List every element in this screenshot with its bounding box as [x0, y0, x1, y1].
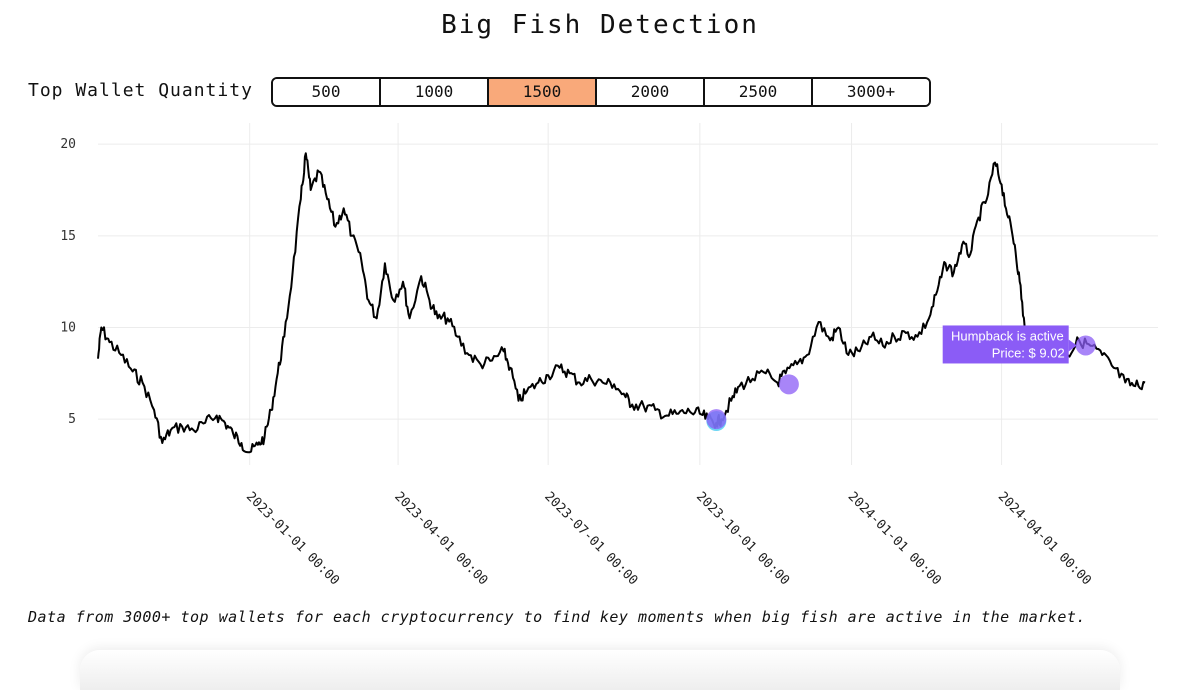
quantity-option-500[interactable]: 500: [273, 79, 381, 105]
x-tick-label: 2023-04-01 00:00: [391, 489, 490, 588]
price-chart: 5 10 15 20 2023-01-01 00:00 2023-04-01 00:00…: [60, 123, 1158, 588]
quantity-option-1000[interactable]: 1000: [381, 79, 489, 105]
y-axis-ticks: 5 10 15 20: [60, 137, 76, 427]
wallet-quantity-selector: 500 1000 1500 2000 2500 3000+: [271, 77, 931, 107]
y-tick-label: 10: [60, 321, 76, 336]
activity-tooltip: Humpback is active Price: $ 9.02: [942, 325, 1077, 364]
x-axis-ticks: 2023-01-01 00:00 2023-04-01 00:00 2023-07-…: [243, 489, 1094, 588]
activity-markers: [706, 335, 1096, 431]
x-tick-label: 2024-01-01 00:00: [845, 489, 944, 588]
wallet-quantity-label: Top Wallet Quantity: [28, 80, 253, 101]
y-tick-label: 20: [60, 137, 76, 152]
x-tick-label: 2023-07-01 00:00: [541, 489, 640, 588]
quantity-option-3000-plus[interactable]: 3000+: [813, 79, 929, 105]
price-line: [97, 152, 1146, 454]
activity-marker[interactable]: [706, 409, 727, 430]
quantity-option-2000[interactable]: 2000: [597, 79, 705, 105]
x-tick-label: 2023-01-01 00:00: [243, 489, 342, 588]
activity-marker[interactable]: [1075, 335, 1096, 356]
tooltip-price: Price: $ 9.02: [992, 345, 1065, 360]
activity-marker[interactable]: [778, 374, 799, 395]
y-tick-label: 15: [60, 229, 76, 244]
page-title: Big Fish Detection: [441, 10, 759, 40]
quantity-option-2500[interactable]: 2500: [705, 79, 813, 105]
bottom-panel-edge: [80, 650, 1120, 690]
tooltip-box: [942, 325, 1069, 364]
chart-caption: Data from 3000+ top wallets for each cry…: [28, 608, 1086, 626]
x-tick-label: 2024-04-01 00:00: [995, 489, 1094, 588]
tooltip-title: Humpback is active: [951, 328, 1064, 343]
y-tick-label: 5: [68, 412, 76, 427]
x-tick-label: 2023-10-01 00:00: [693, 489, 792, 588]
quantity-option-1500[interactable]: 1500: [489, 79, 597, 105]
tooltip-arrow: [1068, 339, 1077, 352]
